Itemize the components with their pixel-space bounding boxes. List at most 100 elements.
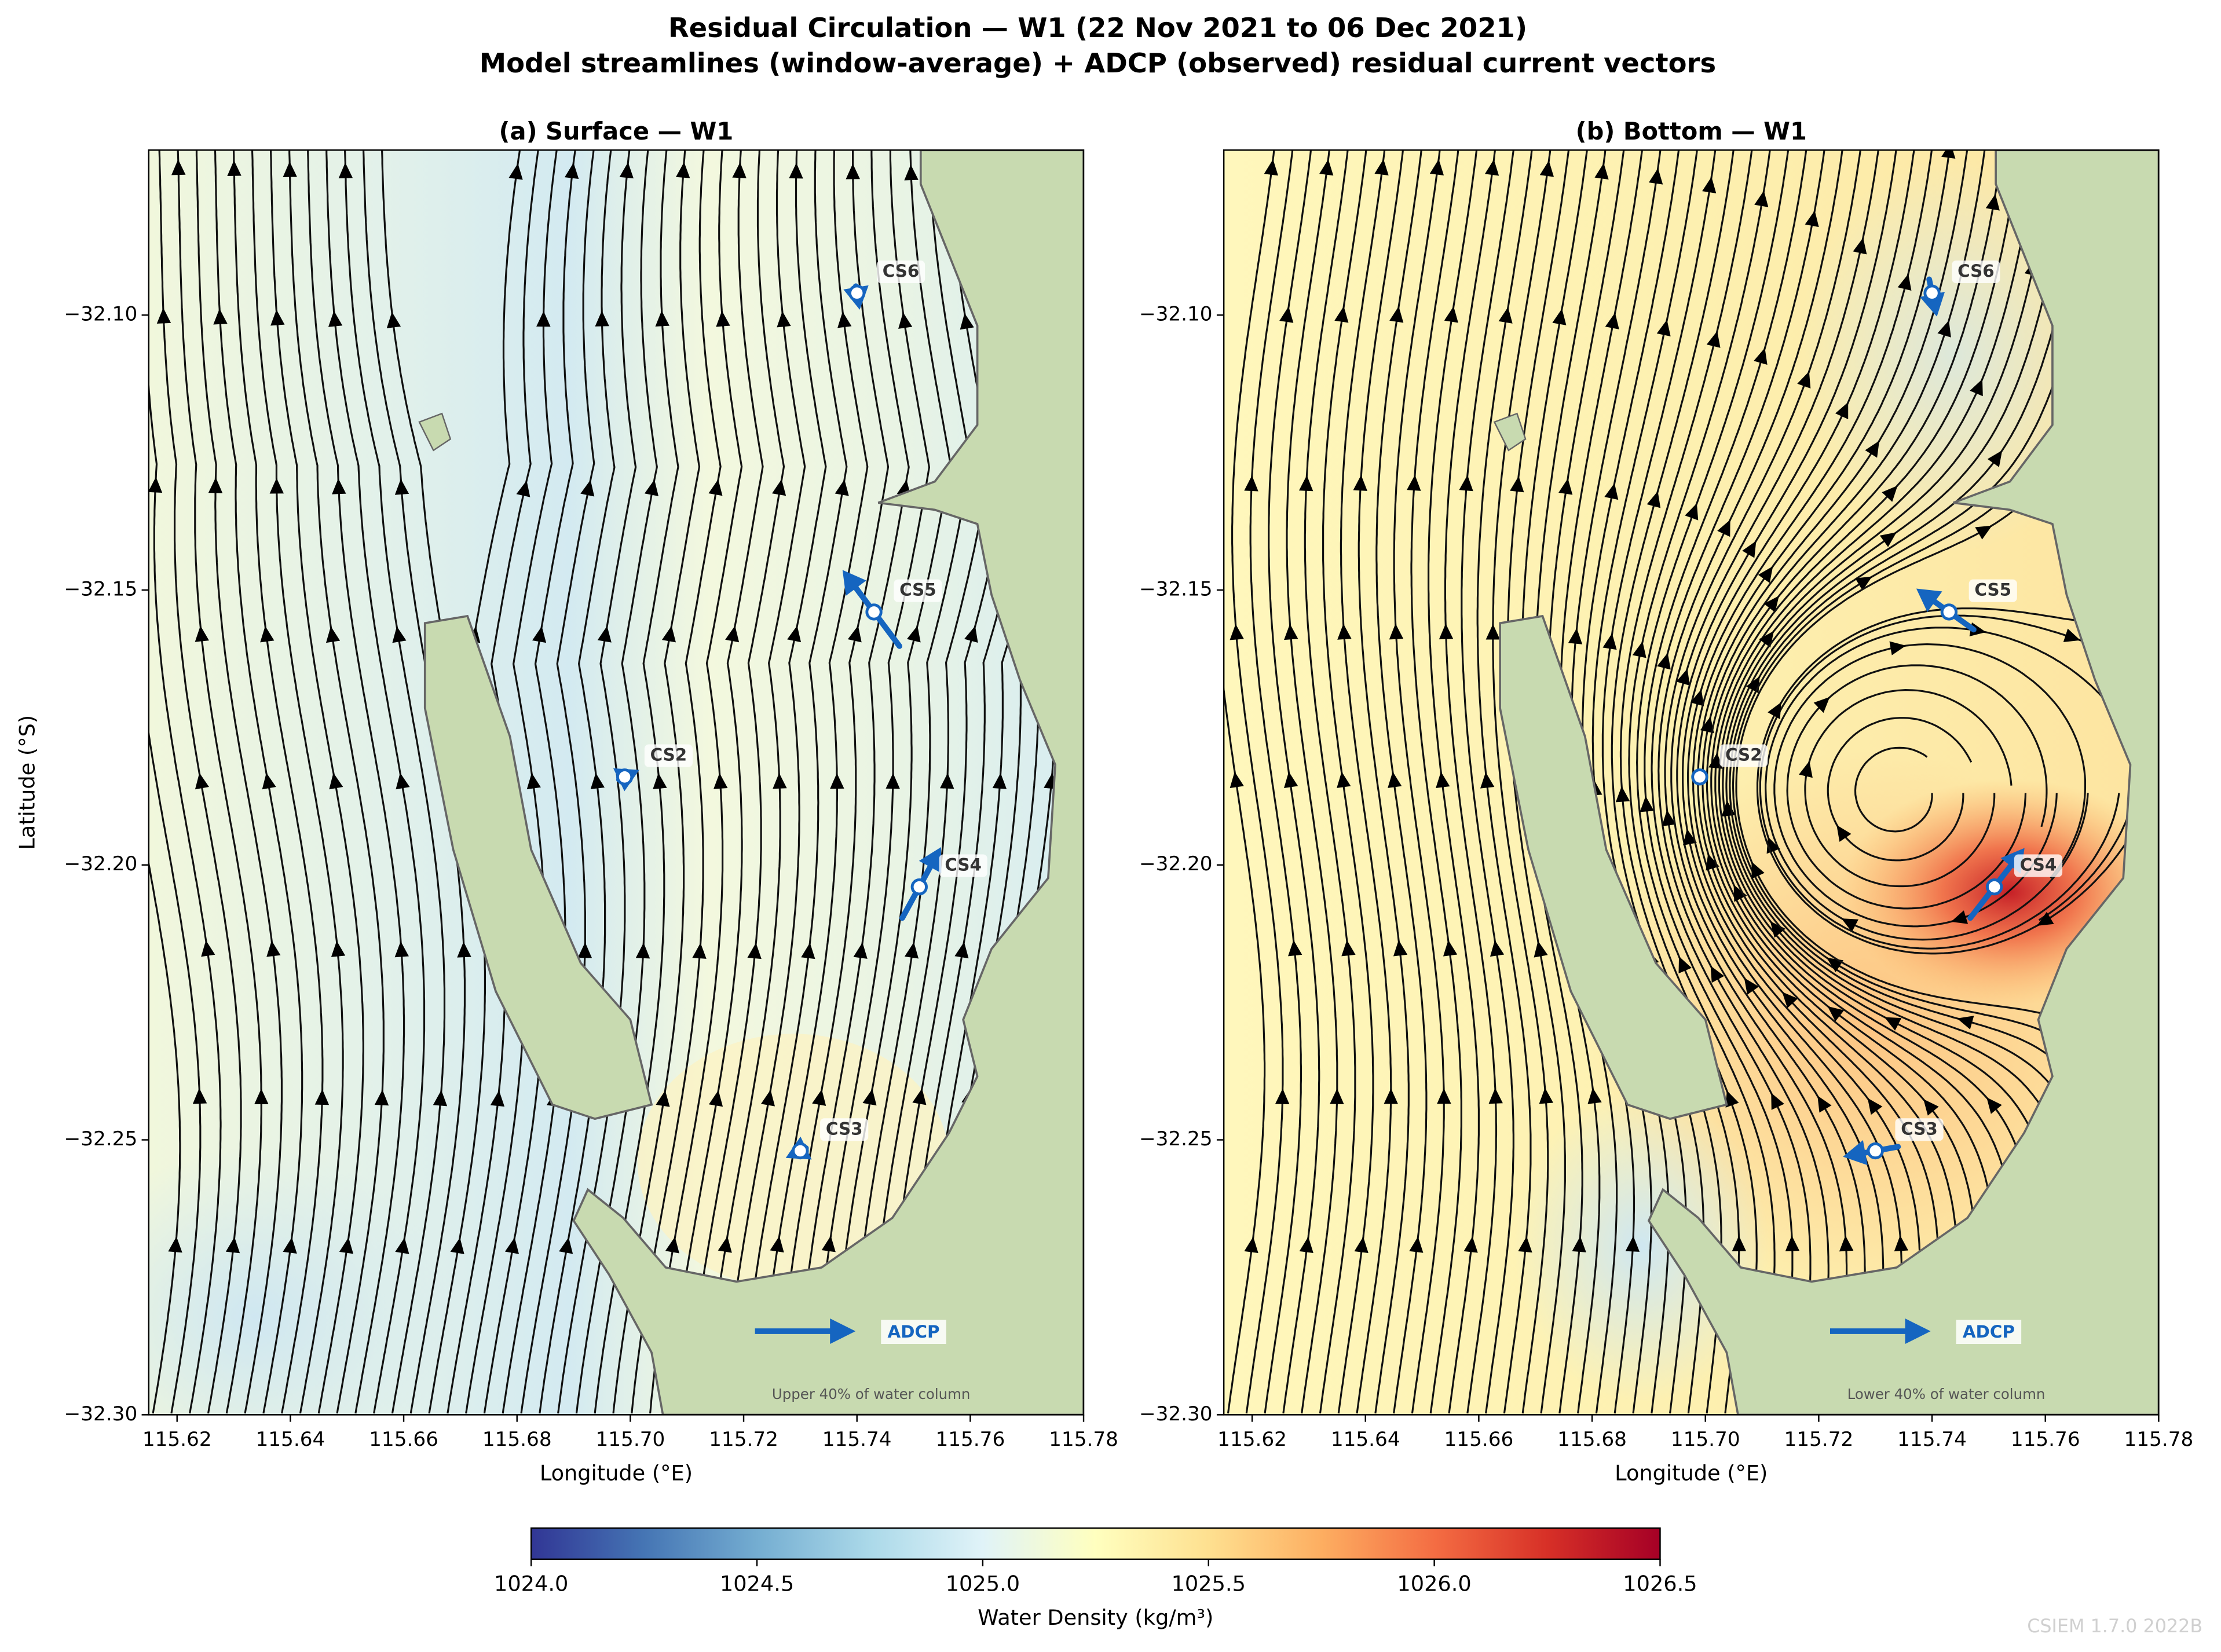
stream-arrow: [1429, 159, 1444, 176]
stream-arrow: [665, 1236, 679, 1254]
stream-arrow: [1656, 320, 1671, 336]
stream-arrow: [964, 625, 978, 643]
land: [1647, 150, 2159, 1415]
streamline: [1702, 150, 1986, 1414]
stream-arrow: [1682, 829, 1697, 846]
colorbar-tick-label: 1026.0: [1397, 1571, 1471, 1596]
station-label: CS5: [1974, 580, 2011, 600]
stream-arrow: [1539, 160, 1554, 177]
y-tick-label: −32.10: [1139, 303, 1213, 326]
stream-arrow: [1353, 475, 1367, 491]
streamline: [195, 150, 283, 1414]
stream-arrow: [314, 1089, 330, 1105]
stream-arrow: [1742, 541, 1757, 558]
stream-arrow: [1975, 525, 1992, 540]
stream-arrow: [227, 160, 242, 177]
stream-arrow: [886, 773, 900, 789]
stream-arrow: [148, 477, 163, 493]
stream-arrow: [1490, 940, 1505, 957]
stream-arrow: [812, 1089, 826, 1106]
streamline: [1682, 150, 1915, 1414]
stream-arrow: [254, 1089, 269, 1105]
stream-arrow: [1733, 884, 1747, 902]
stream-arrow: [395, 1237, 409, 1254]
x-tick-label: 115.68: [1557, 1428, 1627, 1451]
stream-arrow: [1488, 1087, 1503, 1104]
stream-arrow: [1690, 689, 1704, 706]
stream-arrow: [1319, 159, 1334, 176]
stream-arrow: [590, 772, 605, 789]
stream-arrow: [1459, 475, 1473, 492]
stream-arrow: [912, 1088, 927, 1105]
stream-arrow: [1957, 1016, 1974, 1030]
stream-arrow: [1986, 1097, 2002, 1114]
stream-arrow: [394, 941, 409, 958]
stream-arrow: [1244, 475, 1258, 492]
station-marker: [1940, 603, 1958, 621]
streamline: [148, 858, 181, 1414]
annotation: Lower 40% of water column: [1847, 1386, 2046, 1402]
stream-arrow: [708, 1090, 723, 1107]
label-box: [1895, 1118, 1944, 1141]
stream-arrow: [1389, 623, 1404, 640]
streamline: [232, 150, 324, 1414]
streamline: [1854, 746, 1933, 833]
stream-arrow: [655, 310, 669, 327]
stream-arrow: [208, 477, 223, 493]
stream-arrow: [1884, 1017, 1902, 1031]
stream-arrow: [619, 162, 634, 179]
stream-arrow: [777, 311, 791, 328]
stream-arrow: [1646, 491, 1661, 508]
stream-arrow: [904, 942, 919, 959]
stream-arrow: [1867, 1098, 1883, 1115]
stream-arrow: [1987, 450, 2003, 467]
station-marker: [1923, 284, 1941, 302]
streamline: [1286, 150, 1338, 1414]
stream-arrow: [732, 162, 747, 178]
stream-arrow: [1937, 320, 1951, 338]
stream-arrow: [1710, 965, 1725, 983]
x-tick-label: 115.74: [822, 1428, 892, 1451]
stream-arrow: [1284, 624, 1298, 640]
x-tick-label: 115.64: [255, 1428, 325, 1451]
stream-arrow: [940, 772, 954, 789]
x-tick-label: 115.66: [1444, 1428, 1514, 1451]
streamline: [667, 150, 764, 1413]
streamline: [1340, 150, 1392, 1414]
stream-arrow: [1676, 668, 1690, 686]
y-tick-label: −32.20: [1139, 852, 1213, 876]
y-tick-label: −32.25: [64, 1127, 138, 1151]
stream-arrow: [595, 310, 609, 327]
stream-arrow: [1770, 921, 1785, 938]
station-label: CS2: [650, 745, 687, 765]
stream-arrow: [1407, 475, 1421, 491]
streamline: [575, 150, 658, 1414]
stream-arrow: [1518, 1236, 1532, 1253]
stream-arrow: [1640, 796, 1654, 812]
streamline: [1249, 150, 1302, 1414]
stream-arrow: [653, 772, 667, 789]
stream-arrow: [392, 626, 407, 643]
stream-arrow: [516, 480, 530, 497]
stream-arrow: [1805, 210, 1819, 228]
stream-arrow: [1827, 1006, 1845, 1021]
stream-arrow: [1839, 1235, 1854, 1252]
streamline: [741, 150, 848, 1413]
station-label: CS6: [883, 261, 920, 281]
stream-arrow: [1388, 771, 1402, 788]
stream-arrow: [1334, 306, 1349, 323]
streamline: [631, 150, 722, 1414]
station-marker: [848, 284, 866, 302]
stream-arrow: [1853, 237, 1867, 255]
streamline: [778, 150, 890, 1413]
reference-label: ADCP: [888, 1322, 940, 1342]
station-label: CS3: [826, 1119, 863, 1138]
stream-arrow: [1443, 940, 1458, 957]
stream-arrow: [1835, 402, 1849, 420]
stream-arrow: [644, 479, 658, 496]
stream-arrow: [718, 1236, 732, 1253]
label-box: [876, 260, 925, 284]
stream-arrow: [1879, 532, 1897, 547]
stream-arrow: [1409, 1236, 1424, 1253]
